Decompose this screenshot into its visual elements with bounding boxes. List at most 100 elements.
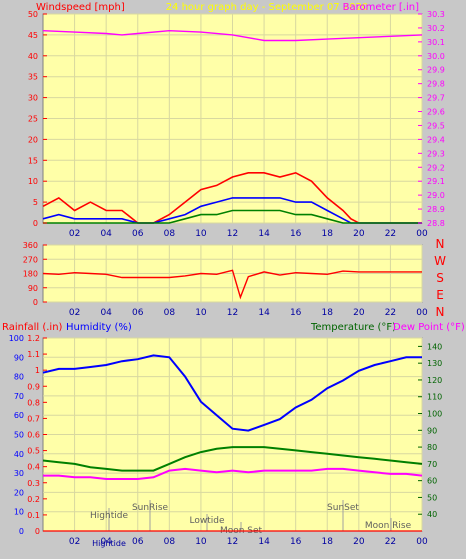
y-tick-label: 0.4 (27, 463, 40, 472)
y-tick-label: 29.7 (427, 94, 445, 103)
y-tick-label: 100 (9, 334, 24, 343)
x-tick-label: 18 (322, 537, 334, 547)
y-tick-label: 70 (427, 460, 437, 469)
y-tick-label: 30.0 (427, 52, 445, 61)
wind-direction-line (42, 269, 422, 300)
wind-direction-grid (43, 244, 423, 303)
x-tick-label: 20 (353, 229, 365, 239)
y-tick-label: 50 (14, 431, 24, 440)
hightide-text: Hightide (90, 511, 128, 521)
y-tick-label: 29.6 (427, 108, 445, 117)
dewpoint-label: Dew Point (°F) (393, 322, 465, 333)
x-tick-label: 16 (290, 537, 302, 547)
x-tick-label: 02 (69, 308, 80, 318)
time-axis-bottom: 02 04 06 08 10 12 14 16 18 20 22 00 (69, 537, 428, 547)
y-tick-label: 40 (427, 510, 437, 519)
x-tick-label: 16 (290, 229, 302, 239)
x-tick-label: 06 (132, 308, 144, 318)
humidity-line (42, 354, 422, 432)
y-tick-label: 0 (33, 219, 38, 228)
rainfall-axis: 0 0.1 0.2 0.3 0.4 0.5 0.6 0.7 0.8 0.9 1 1.1 1.2 (27, 334, 47, 536)
moonrise-text: Moon Rise (365, 521, 412, 531)
x-tick-label: 20 (353, 308, 365, 318)
x-tick-label: 08 (164, 308, 176, 318)
x-tick-label: 12 (227, 308, 238, 318)
temp-humidity-series (42, 354, 423, 532)
direction-axis: 0 90 180 270 360 (23, 241, 47, 307)
y-tick-label: 0.5 (27, 447, 40, 456)
y-tick-label: 28.8 (427, 219, 445, 228)
compass-s: S (436, 271, 444, 285)
y-tick-label: 90 (14, 353, 24, 362)
x-tick-label: 04 (100, 308, 112, 318)
y-tick-label: 0.3 (27, 479, 40, 488)
rainfall-label: Rainfall (.in) (2, 322, 63, 333)
x-tick-label: 08 (164, 229, 176, 239)
y-tick-label: 70 (14, 392, 24, 401)
y-tick-label: 20 (14, 488, 24, 497)
x-tick-label: 14 (258, 229, 270, 239)
wind-low-line (43, 209, 422, 224)
wind-barometer-series (42, 29, 423, 224)
y-tick-label: 10 (14, 508, 24, 517)
windspeed-label: Windspeed [mph] (36, 2, 125, 13)
y-tick-label: 5 (33, 198, 38, 207)
y-tick-label: 130 (427, 359, 442, 368)
windspeed-axis: 0 5 10 15 20 25 30 35 40 45 50 (28, 10, 47, 228)
y-tick-label: 90 (28, 284, 38, 293)
y-tick-label: 120 (427, 376, 442, 385)
y-tick-label: 1 (35, 366, 40, 375)
dewpoint-line (43, 467, 423, 480)
x-tick-label: 04 (100, 537, 112, 547)
y-tick-label: 1.2 (27, 334, 40, 343)
y-tick-label: 29.8 (427, 80, 445, 89)
y-tick-label: 15 (28, 156, 38, 165)
y-tick-label: 29.2 (427, 163, 445, 172)
chart-title: 24 hour graph day - September 07 2020 (166, 2, 369, 13)
compass-n-top: N (436, 237, 445, 251)
y-tick-label: 40 (28, 52, 38, 61)
y-tick-label: 0.7 (27, 414, 40, 423)
barometer-line (42, 29, 423, 42)
humidity-label: Humidity (%) (66, 322, 132, 333)
time-axis-middle: 02 04 06 08 10 12 14 16 18 20 22 00 (69, 308, 428, 318)
y-tick-label: 140 (427, 342, 442, 351)
y-tick-label: 50 (427, 493, 437, 502)
y-tick-label: 35 (28, 73, 38, 82)
y-tick-label: 30.3 (427, 10, 445, 19)
hightide-text-lower: Hightide (92, 539, 126, 548)
wind-direction-series (42, 269, 422, 300)
y-tick-label: 45 (28, 31, 38, 40)
y-tick-label: 10 (28, 177, 38, 186)
y-tick-label: 28.9 (427, 205, 445, 214)
y-tick-label: 60 (14, 411, 24, 420)
compass-e: E (436, 288, 444, 302)
x-tick-label: 22 (385, 537, 396, 547)
time-axis-top: 02 04 06 08 10 12 14 16 18 20 22 00 (69, 229, 428, 239)
lowtide-text: Lowtide (189, 516, 224, 526)
x-tick-label: 20 (353, 537, 365, 547)
y-tick-label: 50 (28, 10, 38, 19)
y-tick-label: 360 (23, 241, 38, 250)
y-tick-label: 80 (14, 373, 24, 382)
y-tick-label: 90 (427, 426, 437, 435)
y-tick-label: 29.5 (427, 121, 445, 130)
y-tick-label: 0.2 (27, 495, 40, 504)
x-tick-label: 00 (416, 308, 428, 318)
x-tick-label: 04 (100, 229, 112, 239)
temperature-axis: 40 50 60 70 80 90 100 110 120 130 140 (418, 342, 442, 519)
y-tick-label: 0 (35, 527, 40, 536)
compass-labels: N W S E N (434, 237, 446, 319)
temperature-label: Temperature (°F) (310, 322, 396, 333)
y-tick-label: 29.3 (427, 149, 445, 158)
wind-speed-line (42, 197, 422, 224)
x-tick-label: 02 (69, 537, 80, 547)
x-tick-label: 12 (227, 229, 238, 239)
y-tick-label: 0.8 (27, 398, 40, 407)
sunset-text: SunSet (327, 503, 359, 513)
y-tick-label: 110 (427, 393, 442, 402)
x-tick-label: 22 (385, 308, 396, 318)
x-tick-label: 18 (322, 308, 334, 318)
